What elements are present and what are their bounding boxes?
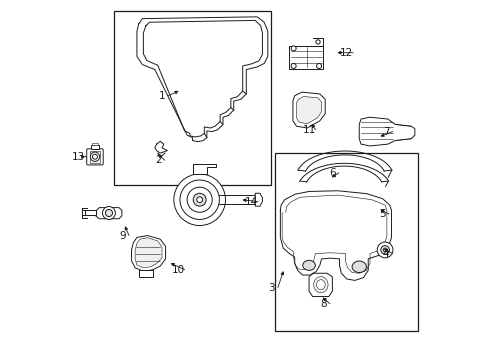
Circle shape: [187, 187, 212, 212]
Text: 4: 4: [382, 248, 388, 258]
Polygon shape: [280, 191, 391, 280]
Circle shape: [105, 210, 112, 217]
Polygon shape: [131, 235, 165, 271]
Bar: [113, 12, 271, 185]
Circle shape: [92, 154, 97, 159]
Circle shape: [290, 46, 296, 51]
Polygon shape: [289, 45, 323, 69]
Polygon shape: [308, 273, 332, 297]
Text: 1: 1: [159, 91, 165, 101]
Circle shape: [102, 207, 115, 220]
Polygon shape: [89, 150, 100, 163]
Circle shape: [196, 197, 202, 203]
Circle shape: [290, 63, 296, 68]
Ellipse shape: [316, 280, 325, 290]
Text: 3: 3: [267, 283, 274, 293]
Circle shape: [174, 174, 225, 226]
Polygon shape: [359, 117, 414, 146]
Polygon shape: [135, 238, 162, 268]
Polygon shape: [92, 143, 98, 145]
Text: 11: 11: [302, 125, 315, 135]
Text: 10: 10: [171, 265, 184, 275]
Polygon shape: [96, 208, 122, 219]
Circle shape: [193, 193, 206, 206]
Polygon shape: [139, 270, 153, 277]
Circle shape: [315, 40, 320, 44]
Circle shape: [316, 63, 321, 68]
Polygon shape: [85, 211, 96, 215]
Polygon shape: [296, 96, 321, 124]
Text: 12: 12: [339, 48, 353, 58]
Ellipse shape: [302, 260, 315, 270]
Bar: [274, 153, 418, 330]
Circle shape: [90, 152, 100, 161]
Polygon shape: [91, 145, 99, 149]
Polygon shape: [255, 193, 262, 206]
Text: 9: 9: [119, 231, 125, 240]
Circle shape: [180, 180, 219, 220]
Circle shape: [383, 248, 386, 252]
Text: 6: 6: [328, 168, 335, 178]
Polygon shape: [292, 92, 325, 128]
Polygon shape: [86, 149, 103, 165]
Circle shape: [376, 242, 392, 258]
Polygon shape: [192, 164, 215, 174]
Text: 8: 8: [320, 299, 326, 309]
Text: 7: 7: [382, 127, 388, 136]
Text: 13: 13: [72, 152, 85, 162]
Text: 5: 5: [379, 209, 385, 219]
Circle shape: [380, 246, 388, 254]
Ellipse shape: [351, 261, 366, 273]
Ellipse shape: [313, 276, 327, 293]
Text: 2: 2: [155, 155, 162, 165]
Text: 14: 14: [244, 197, 258, 207]
